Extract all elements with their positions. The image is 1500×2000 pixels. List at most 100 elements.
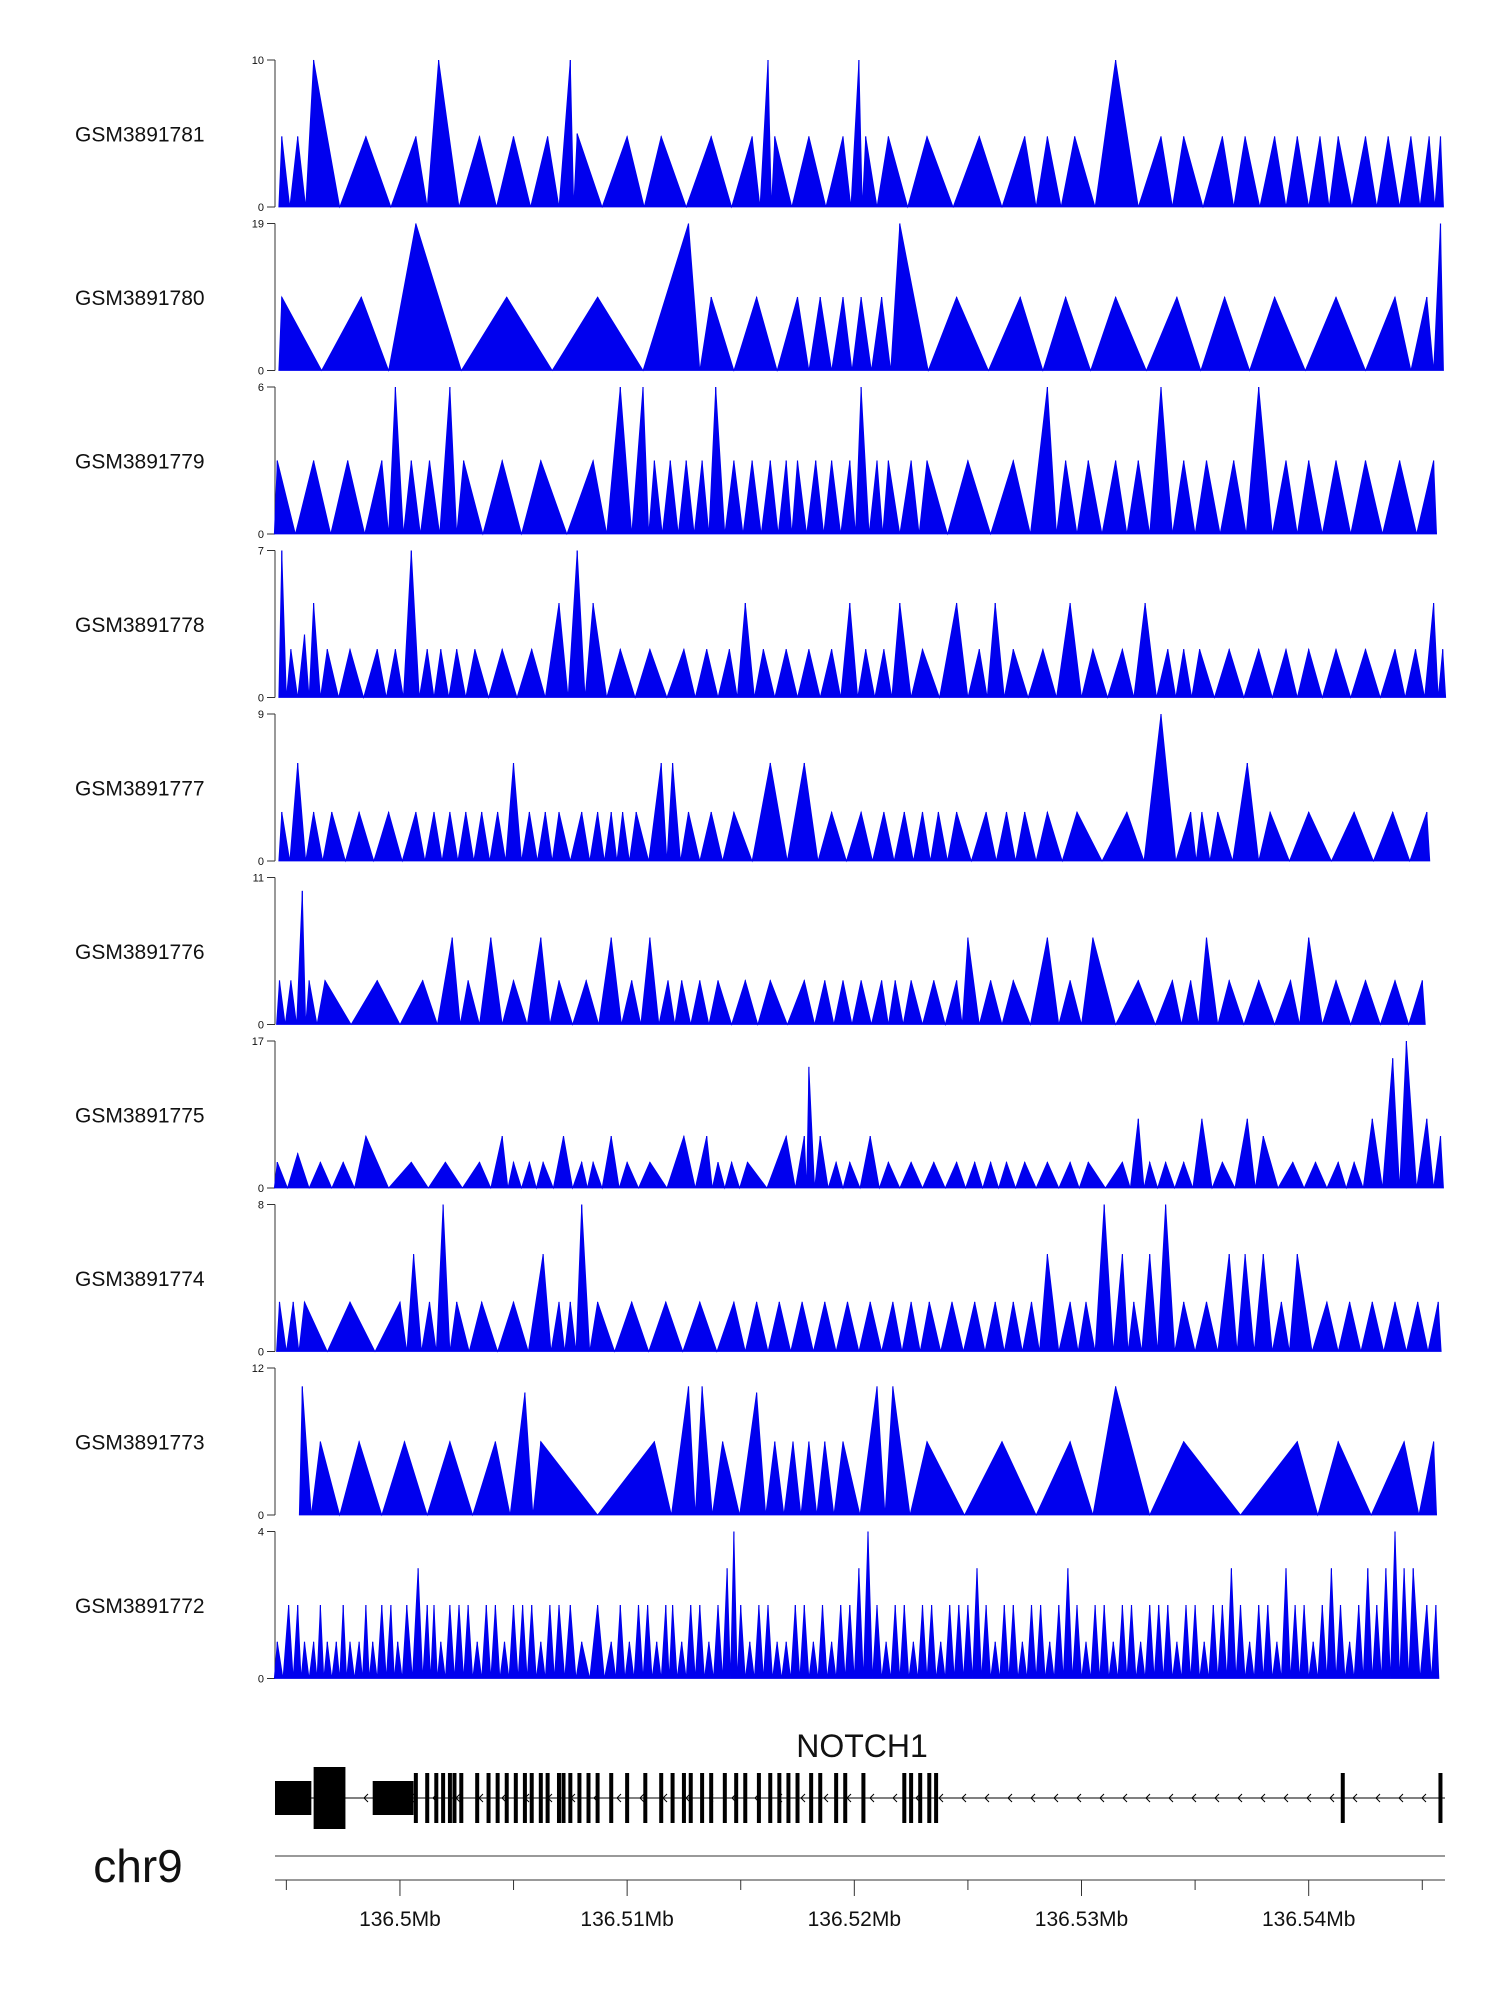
track-label: GSM3891778 (75, 614, 205, 637)
y-axis-max-label: 17 (252, 1036, 264, 1048)
track-GSM3891772: GSM3891772 4 0 (75, 1527, 1440, 1686)
gene-exon-block (372, 1781, 414, 1815)
coverage-area (276, 890, 1426, 1027)
gene-exon (513, 1773, 518, 1823)
strand-arrow (1283, 1793, 1289, 1803)
y-axis-zero-label: 0 (258, 1347, 264, 1359)
y-axis-zero-label: 0 (258, 856, 264, 868)
axis-tick-label: 136.54Mb (1262, 1908, 1355, 1931)
strand-arrow (1375, 1793, 1381, 1803)
axis-tick-label: 136.51Mb (580, 1908, 673, 1931)
gene-exon (1340, 1773, 1345, 1823)
track-GSM3891773: GSM3891773 12 0 (75, 1363, 1438, 1522)
axis-tick-label: 136.5Mb (359, 1908, 441, 1931)
gene-exon (556, 1773, 561, 1823)
y-axis-zero-label: 0 (258, 529, 264, 541)
gene-exon (786, 1773, 791, 1823)
gene-exon (743, 1773, 748, 1823)
gene-exon (586, 1773, 591, 1823)
gene-exon (768, 1773, 773, 1823)
gene-exon (434, 1773, 439, 1823)
y-axis-max-label: 7 (258, 546, 264, 558)
track-GSM3891779: GSM3891779 6 0 (75, 382, 1438, 541)
axis-tick-label: 136.52Mb (808, 1908, 901, 1931)
strand-arrow (984, 1793, 990, 1803)
strand-arrow (501, 1793, 507, 1803)
gene-exon (709, 1773, 714, 1823)
gene-exon (843, 1773, 848, 1823)
strand-arrow (823, 1793, 829, 1803)
gene-exon (756, 1773, 761, 1823)
gene-exon (545, 1773, 550, 1823)
y-axis-zero-label: 0 (258, 366, 264, 378)
strand-arrow (639, 1793, 645, 1803)
strand-arrow (1306, 1793, 1312, 1803)
gene-exon (625, 1773, 630, 1823)
genome-axis-track: chr9 136.5Mb 136.51Mb 136.52Mb 136.53Mb 136.5… (93, 1840, 1445, 1931)
gene-exon (734, 1773, 739, 1823)
gene-exon (643, 1773, 648, 1823)
y-axis-max-label: 10 (252, 55, 264, 67)
gene-exon (795, 1773, 800, 1823)
strand-arrow (1053, 1793, 1059, 1803)
track-label: GSM3891781 (75, 124, 205, 147)
y-axis-max-label: 8 (258, 1200, 264, 1212)
strand-arrow (892, 1793, 898, 1803)
gene-exon (561, 1773, 566, 1823)
coverage-tracks: GSM3891781100GSM3891780190GSM389177960GS… (75, 55, 1447, 1686)
track-GSM3891776: GSM3891776 11 0 (75, 873, 1426, 1032)
strand-arrow (616, 1793, 622, 1803)
coverage-area (278, 59, 1444, 209)
strand-arrow (1260, 1793, 1266, 1803)
gene-exon (475, 1773, 480, 1823)
gene-exon (595, 1773, 600, 1823)
y-axis-zero-label: 0 (258, 1510, 264, 1522)
y-axis-zero-label: 0 (258, 1674, 264, 1686)
strand-arrow (1352, 1793, 1358, 1803)
gene-exon (459, 1773, 464, 1823)
gene-exon-block (275, 1781, 312, 1815)
coverage-area (278, 713, 1431, 863)
strand-arrow (938, 1793, 944, 1803)
strand-arrow (1145, 1793, 1151, 1803)
strand-arrow (685, 1793, 691, 1803)
y-axis-zero-label: 0 (258, 202, 264, 214)
strand-arrow (1421, 1793, 1427, 1803)
track-GSM3891775: GSM3891775 17 0 (75, 1036, 1444, 1195)
gene-exon (818, 1773, 823, 1823)
track-label: GSM3891776 (75, 941, 205, 964)
track-label: GSM3891777 (75, 778, 205, 801)
strand-arrow (1329, 1793, 1335, 1803)
coverage-area (273, 1531, 1440, 1679)
gene-exon (538, 1773, 543, 1823)
strand-arrow (1076, 1793, 1082, 1803)
gene-exon (809, 1773, 814, 1823)
chromosome-label: chr9 (93, 1840, 182, 1892)
coverage-area (298, 1386, 1438, 1517)
strand-arrow (869, 1793, 875, 1803)
gene-exon (909, 1773, 914, 1823)
gene-exon (495, 1773, 500, 1823)
strand-arrow (1191, 1793, 1197, 1803)
gene-exon (722, 1773, 727, 1823)
track-label: GSM3891775 (75, 1105, 205, 1128)
strand-arrow (363, 1793, 369, 1803)
y-axis-zero-label: 0 (258, 1020, 264, 1032)
strand-arrow (800, 1793, 806, 1803)
gene-exon (834, 1773, 839, 1823)
gene-exon (1438, 1773, 1443, 1823)
gene-exon (522, 1773, 527, 1823)
coverage-area (273, 386, 1438, 536)
strand-arrow (1398, 1793, 1404, 1803)
track-label: GSM3891773 (75, 1432, 205, 1455)
y-axis-zero-label: 0 (258, 1183, 264, 1195)
coverage-area (276, 1204, 1442, 1353)
axis-tick-label: 136.53Mb (1035, 1908, 1128, 1931)
y-axis-max-label: 4 (258, 1527, 264, 1539)
gene-exon (918, 1773, 923, 1823)
strand-arrow (1214, 1793, 1220, 1803)
gene-exon (609, 1773, 614, 1823)
track-label: GSM3891774 (75, 1268, 205, 1291)
gene-label: NOTCH1 (796, 1728, 928, 1764)
